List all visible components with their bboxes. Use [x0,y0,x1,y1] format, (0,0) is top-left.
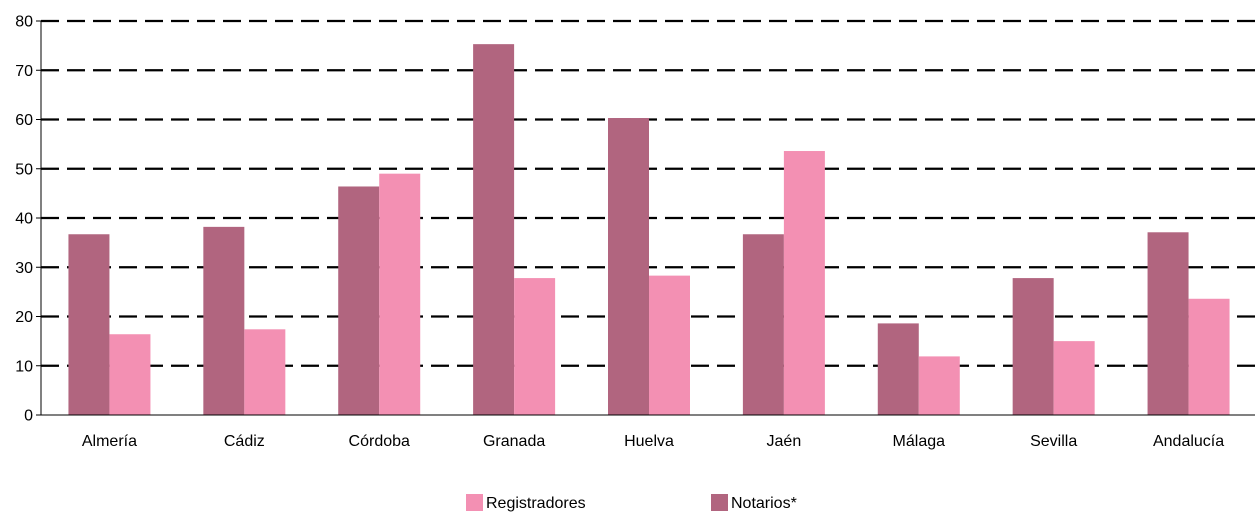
y-tick-label: 20 [15,309,33,326]
bar-notarios [203,226,245,415]
bar-registradores [1188,298,1230,415]
bar-notarios [608,118,649,416]
y-tick-label: 40 [15,211,33,228]
x-category-label: Granada [483,433,545,450]
bar-notarios [68,234,110,415]
x-category-label: Andalucía [1153,433,1224,450]
bar-notarios [742,234,784,415]
bar-registradores [379,173,421,415]
bars [68,44,1230,416]
y-tick-label: 10 [15,358,33,375]
y-tick-label: 0 [24,408,33,425]
y-tick-label: 50 [15,161,33,178]
legend: Registradores Notarios* [466,494,797,512]
bar-registradores [244,329,286,415]
bar-registradores [649,275,690,415]
legend-swatch [466,494,483,511]
x-category-label: Sevilla [1030,433,1077,450]
legend-label: Registradores [486,495,586,512]
x-category-label: Málaga [893,433,946,450]
bar-notarios [338,186,380,415]
legend-swatch [711,494,728,511]
x-category-label: Jaén [767,433,802,450]
legend-label: Notarios* [731,495,797,512]
bar-registradores [514,278,556,415]
x-category-label: Cádiz [224,433,265,450]
y-tick-label: 60 [15,112,33,129]
bar-notarios [877,323,919,415]
x-category-label: Huelva [624,433,674,450]
bar-notarios [473,44,515,416]
y-tick-labels: 0 10 20 30 40 50 60 70 80 [15,14,41,425]
bar-registradores [109,334,151,415]
x-category-label: Córdoba [349,433,410,450]
x-category-labels: Almería Cádiz Córdoba Granada Huelva Jaén Mála… [82,433,1224,450]
bar-registradores [918,356,960,415]
y-tick-label: 80 [15,14,33,31]
bar-registradores [783,151,825,415]
bar-registradores [1053,341,1095,415]
y-tick-label: 30 [15,260,33,277]
bar-notarios [1012,278,1054,415]
x-category-label: Almería [82,433,137,450]
y-tick-label: 70 [15,63,33,80]
bar-notarios [1147,232,1189,415]
